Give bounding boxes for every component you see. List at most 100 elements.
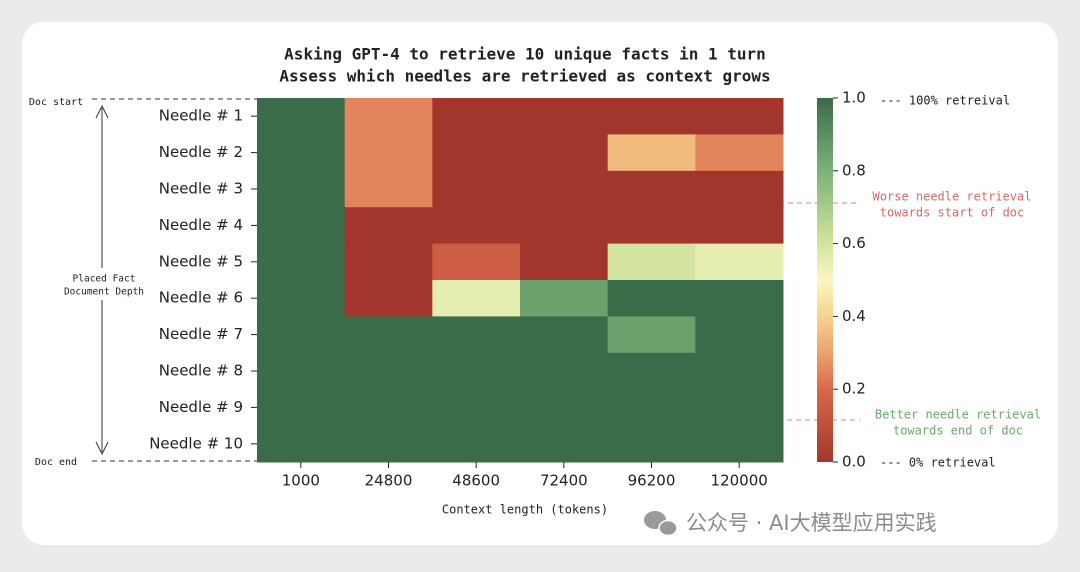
- heat-cell: [344, 134, 433, 172]
- heat-cell: [432, 98, 521, 135]
- colorbar-tick-label: 0.2: [842, 380, 866, 398]
- y-tick-label: Needle # 1: [159, 107, 243, 125]
- heat-cell: [257, 280, 346, 317]
- heat-cell: [257, 134, 346, 172]
- arrow-head: [95, 441, 109, 456]
- colorbar-tick-label: 1.0: [842, 89, 866, 107]
- heat-cell: [520, 98, 609, 135]
- heat-cell: [520, 316, 609, 354]
- x-tick-label: 1000: [282, 472, 320, 490]
- heat-cell: [257, 170, 346, 208]
- heat-cell: [344, 170, 433, 208]
- colorbar-tick-label: 0.6: [842, 234, 866, 252]
- heat-cell: [695, 243, 784, 281]
- heat-cell: [520, 352, 609, 390]
- heat-cell: [607, 134, 696, 172]
- chart-subtitle: Assess which needles are retrieved as co…: [279, 67, 770, 86]
- bottom-note: --- 0% retrieval: [880, 456, 996, 470]
- heat-cell: [432, 280, 521, 317]
- heat-cell: [695, 98, 784, 135]
- heat-cell: [695, 207, 784, 245]
- heat-cell: [607, 207, 696, 245]
- y-tick-label: Needle # 3: [159, 180, 243, 198]
- x-tick-label: 96200: [628, 472, 676, 490]
- depth-label: Placed Fact: [73, 274, 136, 285]
- x-tick-label: 72400: [540, 472, 588, 490]
- y-tick-label: Needle # 4: [159, 216, 243, 234]
- colorbar-tick-label: 0.0: [842, 453, 866, 471]
- heat-cell: [432, 316, 521, 354]
- heat-cell: [607, 352, 696, 390]
- x-tick-label: 24800: [365, 472, 413, 490]
- doc-end: Doc end: [35, 457, 77, 468]
- y-tick-label: Needle # 5: [159, 252, 243, 270]
- heat-cell: [520, 280, 609, 317]
- heat-cell: [520, 425, 609, 463]
- heat-cell: [607, 425, 696, 463]
- heat-cell: [607, 243, 696, 281]
- y-tick-label: Needle # 2: [159, 143, 243, 161]
- y-tick-label: Needle # 8: [159, 362, 243, 380]
- heat-cell: [520, 389, 609, 427]
- heat-cell: [257, 243, 346, 281]
- heat-cell: [607, 316, 696, 354]
- heat-cell: [695, 280, 784, 317]
- doc-start: Doc start: [29, 97, 83, 108]
- heat-cell: [344, 389, 433, 427]
- colorbar-tick-label: 0.4: [842, 307, 866, 325]
- worse-note: towards start of doc: [880, 206, 1025, 220]
- heat-cell: [432, 389, 521, 427]
- heat-cell: [607, 389, 696, 427]
- x-axis-label: Context length (tokens): [442, 503, 608, 517]
- heat-cell: [607, 280, 696, 317]
- heat-cell: [695, 170, 784, 208]
- y-tick-label: Needle # 7: [159, 325, 243, 343]
- heat-cell: [432, 134, 521, 172]
- y-tick-label: Needle # 10: [149, 434, 243, 452]
- heat-cell: [607, 170, 696, 208]
- better-note: towards end of doc: [893, 424, 1023, 438]
- heat-cell: [695, 134, 784, 172]
- colorbar: [817, 98, 833, 462]
- x-tick-label: 48600: [452, 472, 500, 490]
- heat-cell: [432, 243, 521, 281]
- heat-cell: [695, 389, 784, 427]
- heat-cell: [520, 134, 609, 172]
- y-tick-label: Needle # 9: [159, 398, 243, 416]
- worse-note: Worse needle retrieval: [873, 190, 1032, 204]
- heat-cell: [344, 425, 433, 463]
- heat-cell: [520, 207, 609, 245]
- heat-cell: [257, 389, 346, 427]
- y-tick-label: Needle # 6: [159, 289, 243, 307]
- chart-title: Asking GPT-4 to retrieve 10 unique facts…: [284, 45, 766, 64]
- heat-cell: [344, 207, 433, 245]
- heat-cell: [344, 316, 433, 354]
- heat-cell: [695, 425, 784, 463]
- heat-cell: [432, 207, 521, 245]
- heat-cell: [344, 280, 433, 317]
- wechat-icon: [644, 511, 678, 537]
- heat-cell: [432, 425, 521, 463]
- heat-cell: [695, 316, 784, 354]
- heat-cell: [257, 98, 346, 135]
- top-note: --- 100% retreival: [880, 94, 1010, 108]
- heat-cell: [344, 352, 433, 390]
- depth-label: Document Depth: [64, 287, 144, 298]
- heat-cell: [432, 352, 521, 390]
- heat-cell: [257, 352, 346, 390]
- heat-cell: [520, 243, 609, 281]
- heat-cell: [520, 170, 609, 208]
- heat-cell: [344, 243, 433, 281]
- colorbar-tick-label: 0.8: [842, 161, 866, 179]
- heat-cell: [695, 352, 784, 390]
- x-tick-label: 120000: [711, 472, 768, 490]
- heat-cell: [257, 425, 346, 463]
- arrow-head: [95, 104, 109, 119]
- heat-cell: [257, 207, 346, 245]
- better-note: Better needle retrieval: [875, 408, 1041, 422]
- heat-cell: [432, 170, 521, 208]
- heat-cell: [257, 316, 346, 354]
- heat-cell: [344, 98, 433, 135]
- heat-cell: [607, 98, 696, 135]
